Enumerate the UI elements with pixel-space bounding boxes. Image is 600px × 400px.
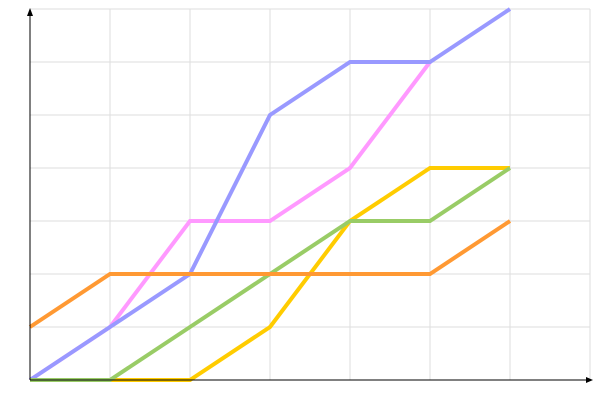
- y-axis-arrow-icon: [27, 8, 33, 16]
- series-line-3: [28, 7, 512, 382]
- series-line-5: [28, 219, 512, 329]
- series-lines: [28, 7, 512, 382]
- grid: [30, 8, 591, 380]
- axes: [27, 8, 593, 383]
- x-axis-arrow-icon: [586, 377, 593, 383]
